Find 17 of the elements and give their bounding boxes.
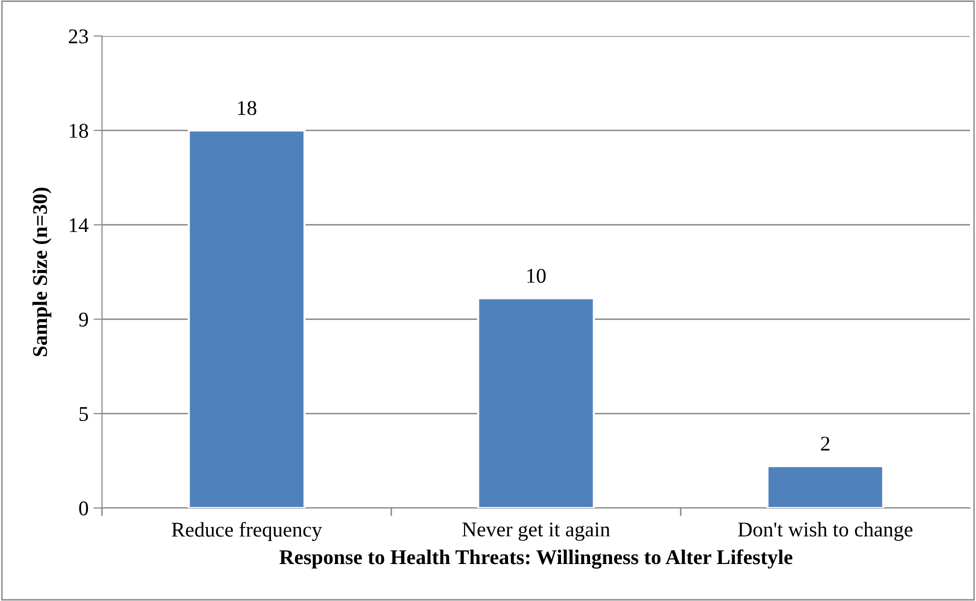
- data-label: 10: [527, 268, 546, 283]
- data-label: 18: [238, 101, 256, 116]
- y-tick-label: 0: [79, 501, 88, 516]
- y-tick-label: 23: [68, 29, 88, 44]
- x-tick-label: Reduce frequency: [172, 522, 322, 542]
- bar: [766, 465, 884, 508]
- y-axis-title: Sample Size (n=30): [32, 188, 52, 356]
- y-tick-label: 18: [70, 124, 88, 138]
- x-tick-label: Don't wish to change: [738, 522, 912, 541]
- y-tick-label: 9: [79, 312, 88, 327]
- y-tick-label: 14: [70, 218, 88, 232]
- y-tick-label: 5: [80, 407, 88, 422]
- x-tick-label: Never get it again: [462, 522, 610, 541]
- x-axis-title: Response to Health Threats: Willingness to Alter Lifestyle: [279, 549, 792, 569]
- data-label: 2: [821, 436, 830, 450]
- bar: [477, 297, 595, 508]
- bar: [188, 129, 306, 508]
